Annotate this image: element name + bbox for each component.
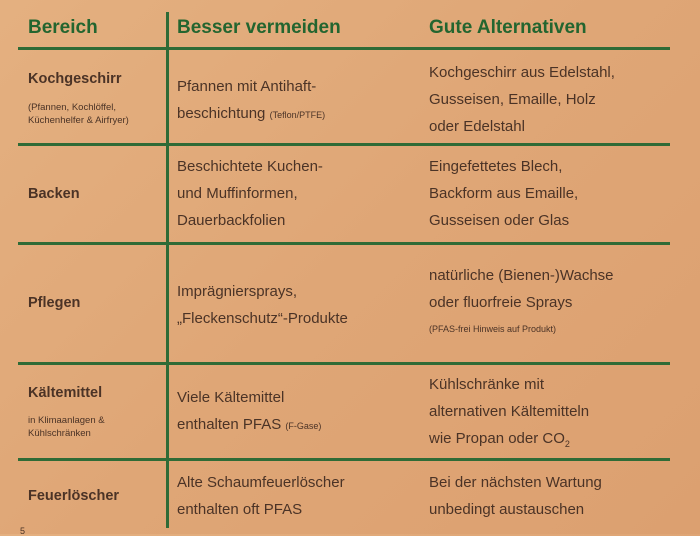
alternative-cell: Eingefettetes Blech, Backform aus Emaill… — [429, 153, 578, 234]
column-divider — [166, 12, 169, 528]
alternative-cell: natürliche (Bienen-)Wachse oder fluorfre… — [429, 262, 614, 343]
avoid-line: Alte Schaumfeuerlöscher — [177, 474, 345, 491]
area-label: Backen — [28, 186, 80, 202]
area-note-line: Kühlschränken — [28, 428, 91, 439]
avoid-note: (F-Gase) — [285, 421, 322, 431]
area-label: Kochgeschirr — [28, 71, 122, 87]
alt-line: alternativen Kältemitteln — [429, 403, 590, 420]
alt-line: Gusseisen oder Glas — [429, 212, 570, 229]
avoid-line: Dauerbackfolien — [177, 212, 286, 229]
alt-note: (PFAS-frei Hinweis auf Produkt) — [429, 324, 557, 334]
avoid-line: Pfannen mit Antihaft- — [177, 78, 317, 95]
avoid-line: Viele Kältemittel — [177, 389, 285, 406]
avoid-cell: Viele Kältemittel enthalten PFAS (F-Gase… — [177, 384, 321, 440]
alt-line: unbedingt austauschen — [429, 501, 585, 518]
avoid-line: beschichtung — [177, 105, 266, 122]
area-label: Kältemittel — [28, 385, 103, 401]
page-number: 5 — [20, 526, 26, 536]
avoid-cell: Alte Schaumfeuerlöscher enthalten oft PF… — [177, 469, 345, 523]
alt-line: Kühlschränke mit — [429, 376, 545, 393]
header-gute-alternativen: Gute Alternativen — [429, 17, 587, 38]
avoid-cell: Beschichtete Kuchen- und Muffinformen, D… — [177, 153, 323, 234]
avoid-cell: Imprägniersprays, „Fleckenschutz“-Produk… — [177, 278, 348, 332]
row-divider — [18, 143, 670, 146]
area-label: Pflegen — [28, 295, 81, 311]
area-note: (Pfannen, Kochlöffel, Küchenhelfer & Air… — [28, 101, 129, 127]
alt-line: Bei der nächsten Wartung — [429, 474, 602, 491]
alt-line: oder Edelstahl — [429, 118, 525, 135]
area-note-line: in Klimaanlagen & — [28, 415, 105, 426]
row-divider — [18, 458, 670, 461]
alt-line: natürliche (Bienen-)Wachse — [429, 267, 614, 284]
alt-line: oder fluorfreie Sprays — [429, 294, 573, 311]
header-bereich: Bereich — [28, 17, 98, 38]
avoid-line: „Fleckenschutz“-Produkte — [177, 310, 348, 327]
avoid-line: Imprägniersprays, — [177, 283, 298, 300]
header-divider — [18, 47, 670, 50]
avoid-cell: Pfannen mit Antihaft- beschichtung (Tefl… — [177, 73, 325, 129]
row-divider — [18, 362, 670, 365]
avoid-line: enthalten oft PFAS — [177, 501, 303, 518]
alternative-cell: Bei der nächsten Wartung unbedingt austa… — [429, 469, 602, 523]
avoid-line: und Muffinformen, — [177, 185, 298, 202]
avoid-line: enthalten PFAS — [177, 416, 282, 433]
alternative-cell: Kochgeschirr aus Edelstahl, Gusseisen, E… — [429, 59, 615, 140]
area-note: in Klimaanlagen & Kühlschränken — [28, 414, 105, 440]
header-besser-vermeiden: Besser vermeiden — [177, 17, 341, 38]
alt-line: Kochgeschirr aus Edelstahl, — [429, 64, 615, 81]
area-label: Feuerlöscher — [28, 488, 120, 504]
avoid-line: Beschichtete Kuchen- — [177, 158, 323, 175]
area-note-line: Küchenhelfer & Airfryer) — [28, 115, 129, 126]
row-divider — [18, 242, 670, 245]
alt-line: Eingefettetes Blech, — [429, 158, 563, 175]
alt-line: Backform aus Emaille, — [429, 185, 579, 202]
alt-line: wie Propan oder CO — [429, 430, 565, 447]
subscript: 2 — [564, 439, 570, 449]
area-note-line: (Pfannen, Kochlöffel, — [28, 102, 117, 113]
alternative-cell: Kühlschränke mit alternativen Kältemitte… — [429, 371, 589, 458]
alt-line: Gusseisen, Emaille, Holz — [429, 91, 596, 108]
avoid-note: (Teflon/PTFE) — [269, 110, 326, 120]
